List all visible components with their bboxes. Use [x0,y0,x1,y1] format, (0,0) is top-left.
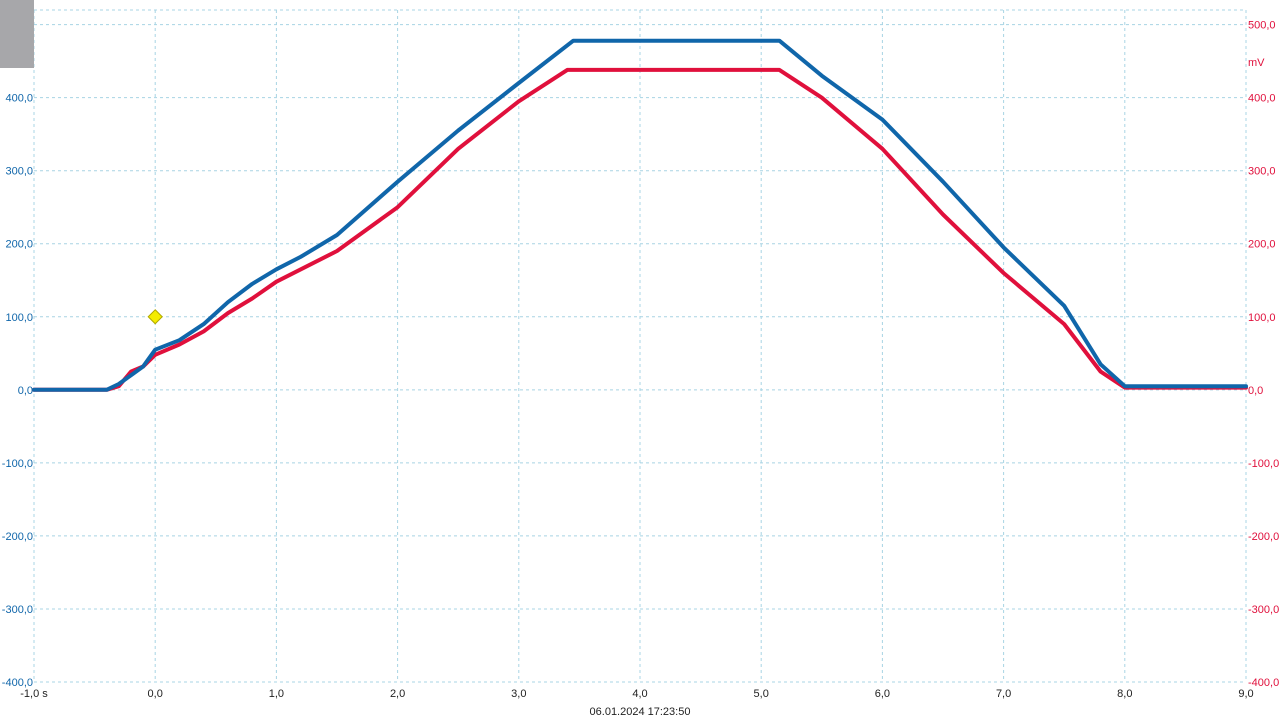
series-line-blue [32,38,1248,392]
timestamp: 06.01.2024 17:23:50 [590,706,691,718]
x-tick-label: 5,0 [754,688,769,700]
x-tick-label: 9,0 [1238,688,1253,700]
right-tick-label: -100,0 [1248,458,1279,470]
x-tick-label: 3,0 [511,688,526,700]
right-tick-label: -300,0 [1248,604,1279,616]
left-tick-label: 300,0 [5,166,33,178]
right-tick-label: 300,0 [1248,166,1276,178]
right-tick-label: 500,0 [1248,20,1276,32]
left-tick-label: -400,0 [2,677,33,689]
left-tick-label: 200,0 [5,239,33,251]
channel-color-box [0,0,34,68]
x-tick-label: 8,0 [1117,688,1132,700]
left-tick-label: -200,0 [2,531,33,543]
x-tick-label: 1,0 [269,688,284,700]
right-tick-label: 200,0 [1248,239,1276,251]
right-tick-label: 400,0 [1248,93,1276,105]
grid-lines [33,9,1247,683]
left-tick-label: 0,0 [18,385,33,397]
x-axis-ticks: -1,0 s 0,0 1,0 2,0 3,0 4,0 5,0 6,0 7,0 8,0 9,0 [20,688,1253,700]
left-tick-label: 100,0 [5,312,33,324]
right-tick-label: 0,0 [1248,385,1263,397]
x-tick-label: 7,0 [996,688,1011,700]
trigger-marker [147,309,163,325]
series-lines [32,38,1248,392]
left-axis-ticks: 500,0400,0300,0200,0100,00,0-100,0-200,0… [2,20,33,689]
left-tick-label: 400,0 [5,93,33,105]
left-tick-label: -100,0 [2,458,33,470]
right-axis-unit: mV [1248,57,1265,69]
x-tick-label: 6,0 [875,688,890,700]
left-tick-label: -300,0 [2,604,33,616]
x-tick-label: 2,0 [390,688,405,700]
right-tick-label: 100,0 [1248,312,1276,324]
x-tick-label: 0,0 [148,688,163,700]
x-tick-label: 4,0 [632,688,647,700]
right-axis-ticks: 500,0 400,0 300,0 200,0 100,0 0,0 -100,0 -200,0… [1248,20,1279,689]
right-tick-label: -200,0 [1248,531,1279,543]
trigger-diamond-icon [147,309,163,325]
right-tick-label: -400,0 [1248,677,1279,689]
x-tick-label: -1,0 s [20,688,48,700]
